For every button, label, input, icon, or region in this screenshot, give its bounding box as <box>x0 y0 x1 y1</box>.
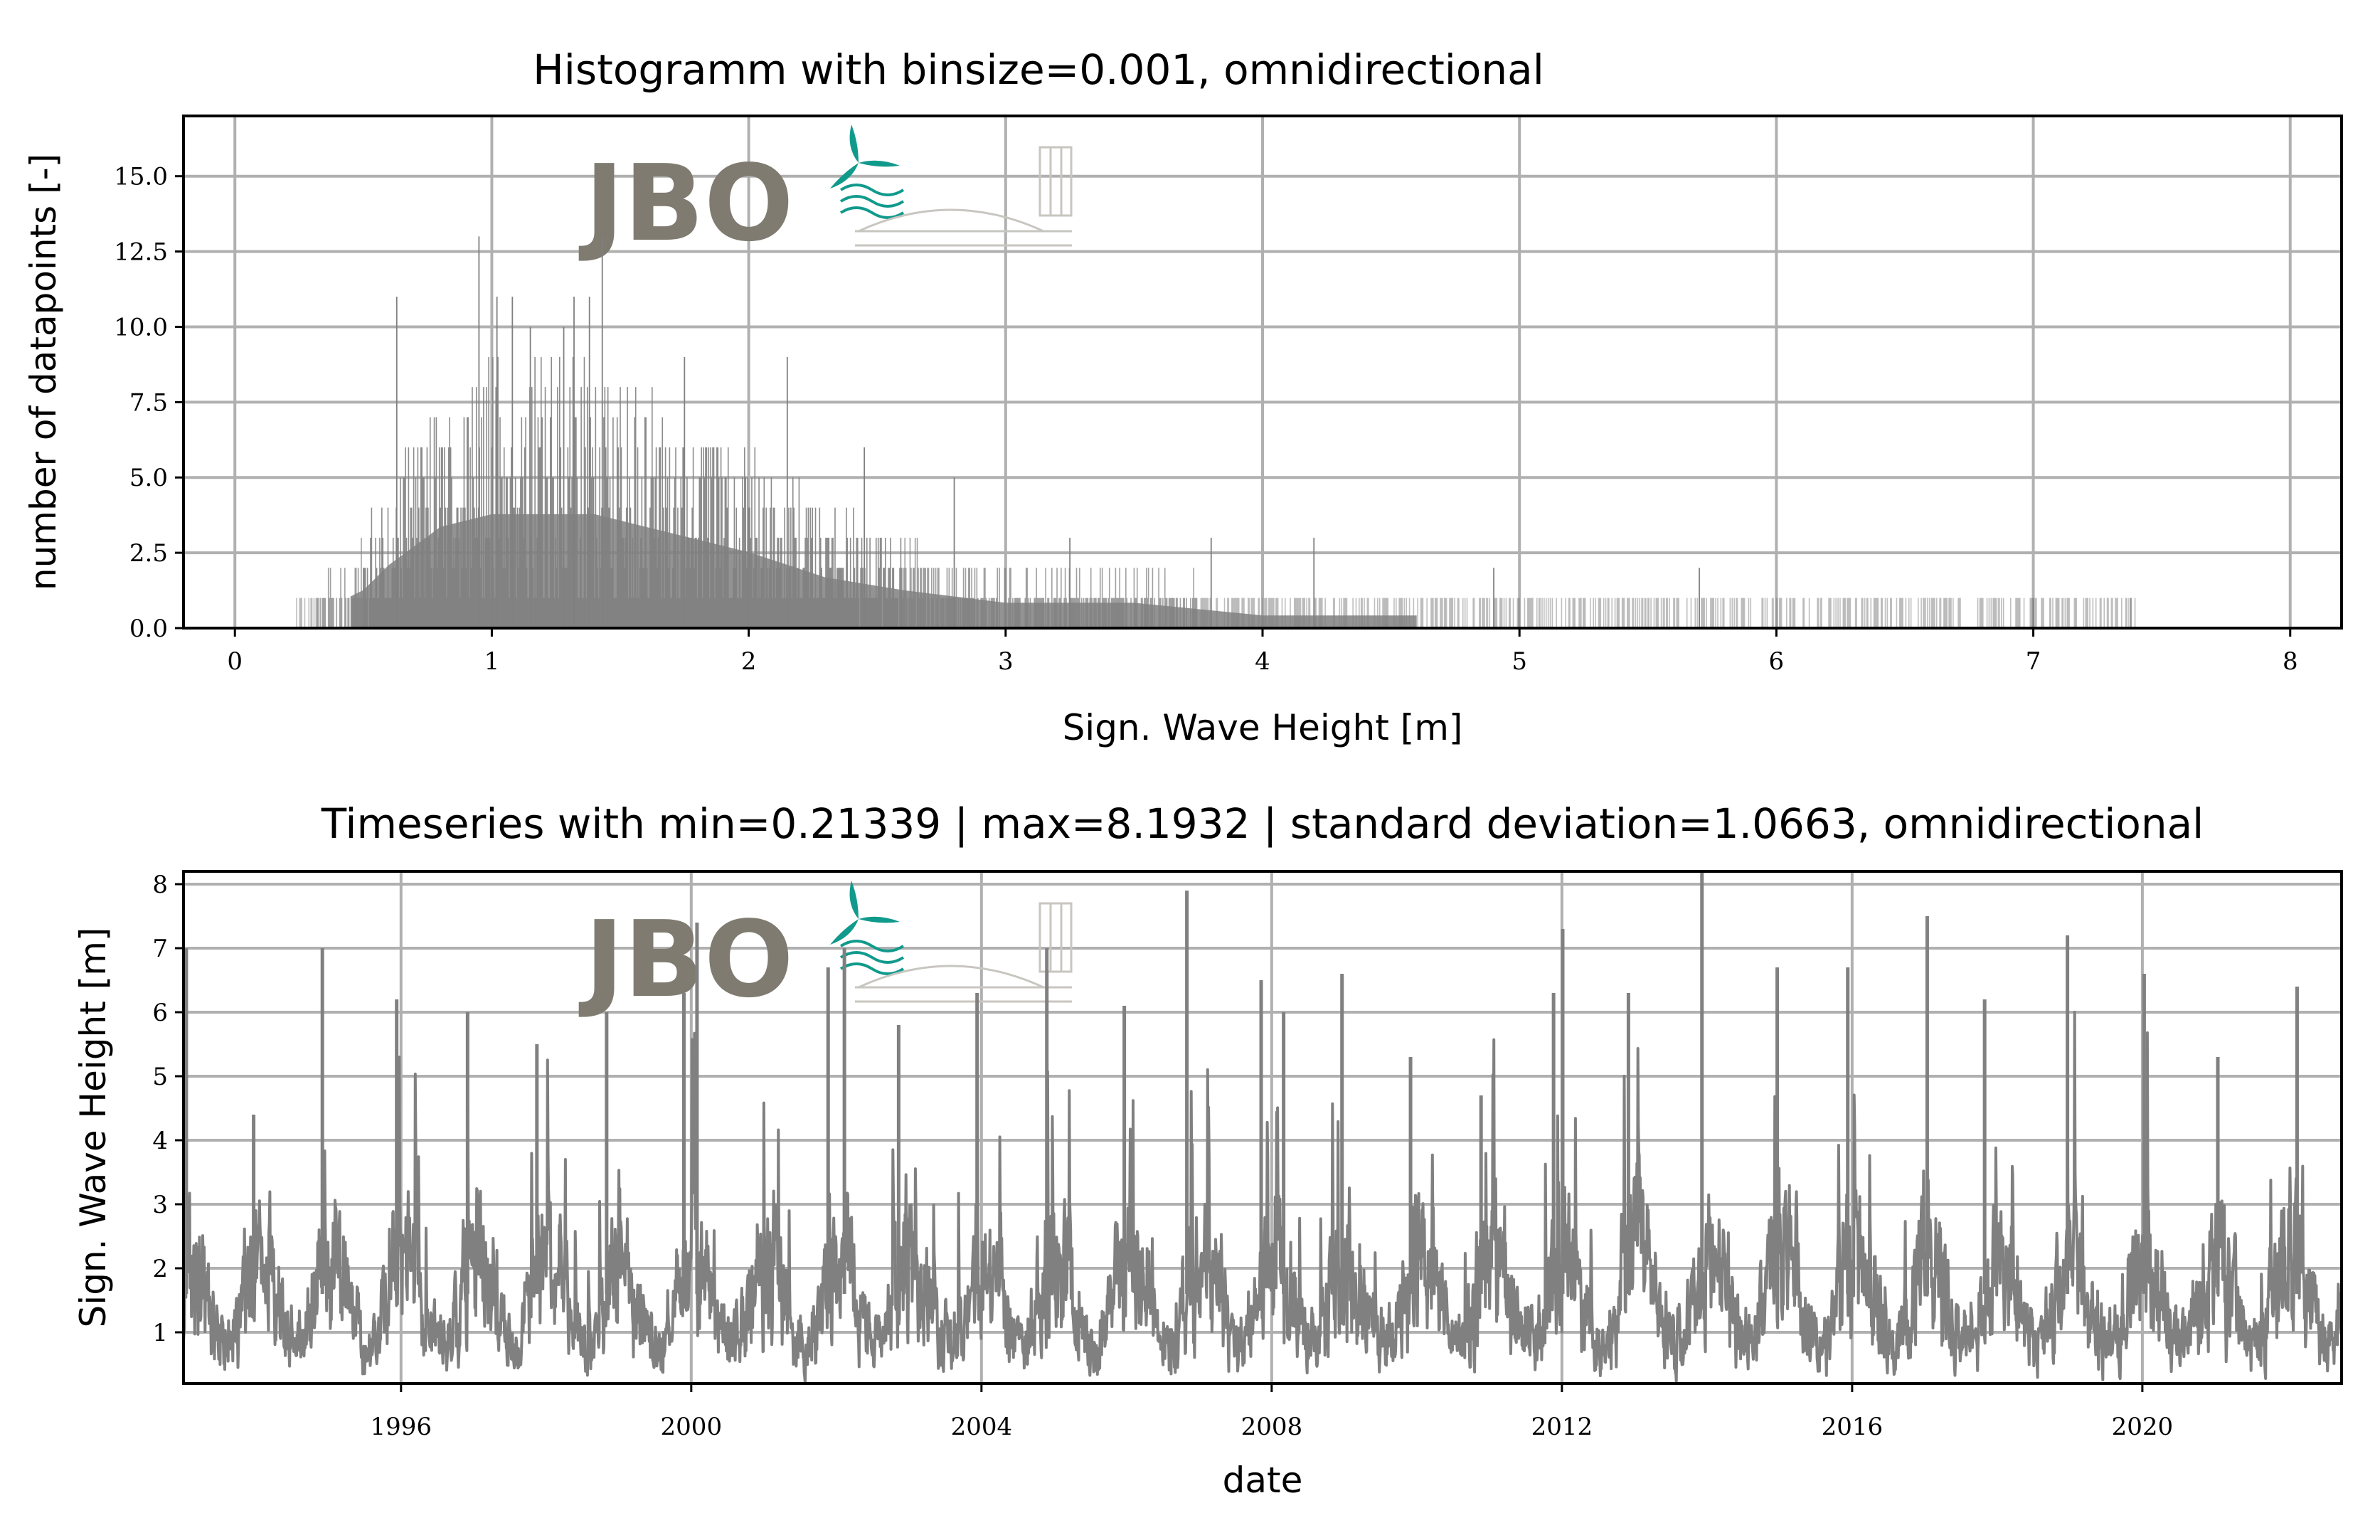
histogram-y-tick-label: 10.0 <box>114 313 168 341</box>
histogram-title: Histogramm with binsize=0.001, omnidirec… <box>533 46 1544 94</box>
bridge-icon <box>855 146 1073 247</box>
histogram-x-tick-label: 7 <box>2026 647 2041 676</box>
timeseries-frame <box>182 870 2343 1385</box>
timeseries-y-tick-label: 7 <box>152 935 168 963</box>
jbo-logo-timeseries: JBO <box>578 881 1073 1021</box>
histogram-x-tick-label: 2 <box>741 647 757 676</box>
timeseries-x-axis-label: date <box>1223 1460 1303 1501</box>
histogram-bars <box>296 236 2136 628</box>
timeseries-x-tick-label: 2004 <box>951 1413 1013 1441</box>
timeseries-x-ticks: 1996 2000 2004 2008 2012 2016 2020 <box>371 1384 2174 1441</box>
histogram-y-ticks: 0.0 2.5 5.0 7.5 10.0 12.5 15.0 <box>114 163 184 643</box>
logo-wordmark: JBO <box>578 142 794 265</box>
histogram-x-tick-label: 5 <box>1512 647 1527 676</box>
histogram-x-axis-label: Sign. Wave Height [m] <box>1063 707 1463 748</box>
timeseries-x-tick-label: 1996 <box>371 1413 432 1441</box>
histogram-x-tick-label: 6 <box>1769 647 1785 676</box>
waves-icon <box>839 184 905 219</box>
histogram-dense-core <box>350 514 1417 628</box>
timeseries-x-tick-label: 2000 <box>661 1413 723 1441</box>
histogram-y-axis-label: number of datapoints [-] <box>23 154 64 590</box>
timeseries-x-tick-label: 2016 <box>1822 1413 1884 1441</box>
waves-icon <box>839 940 905 975</box>
histogram-y-tick-label: 5.0 <box>129 464 168 492</box>
wind-turbine-icon <box>830 124 900 188</box>
histogram-y-tick-label: 2.5 <box>129 539 168 568</box>
timeseries-series <box>182 1011 2343 1384</box>
timeseries-y-tick-label: 3 <box>152 1191 168 1219</box>
histogram-x-tick-label: 4 <box>1255 647 1270 676</box>
histogram-y-tick-label: 15.0 <box>114 163 168 191</box>
histogram-y-tick-label: 0.0 <box>129 615 168 643</box>
timeseries-title: Timeseries with min=0.21339 | max=8.1932… <box>321 800 2204 848</box>
timeseries-y-axis-label: Sign. Wave Height [m] <box>73 928 114 1328</box>
histogram-x-tick-label: 1 <box>484 647 500 676</box>
timeseries-y-tick-label: 4 <box>152 1127 168 1155</box>
jbo-logo-histogram: JBO <box>578 124 1073 265</box>
timeseries-x-tick-label: 2020 <box>2112 1413 2174 1441</box>
histogram-x-ticks: 0 1 2 3 4 5 6 7 8 <box>227 628 2298 676</box>
timeseries-x-tick-label: 2008 <box>1241 1413 1303 1441</box>
histogram-y-tick-label: 7.5 <box>129 388 168 417</box>
histogram-y-tick-label: 12.5 <box>114 238 168 267</box>
timeseries-y-tick-label: 8 <box>152 871 168 899</box>
timeseries-y-tick-label: 2 <box>152 1255 168 1283</box>
timeseries-y-tick-label: 1 <box>152 1319 168 1347</box>
histogram-x-tick-label: 8 <box>2283 647 2298 676</box>
bridge-icon <box>855 902 1073 1003</box>
timeseries-y-tick-label: 6 <box>152 999 168 1027</box>
timeseries-y-tick-label: 5 <box>152 1063 168 1091</box>
histogram-x-tick-label: 3 <box>998 647 1014 676</box>
wind-turbine-icon <box>830 881 900 945</box>
histogram-x-tick-label: 0 <box>227 647 243 676</box>
timeseries-x-tick-label: 2012 <box>1531 1413 1593 1441</box>
timeseries-y-ticks: 1 2 3 4 5 6 7 8 <box>152 871 184 1347</box>
timeseries-panel: Timeseries with min=0.21339 | max=8.1932… <box>73 800 2343 1501</box>
histogram-panel: Histogramm with binsize=0.001, omnidirec… <box>23 46 2343 748</box>
timeseries-line <box>182 871 2343 1384</box>
logo-wordmark: JBO <box>578 898 794 1021</box>
